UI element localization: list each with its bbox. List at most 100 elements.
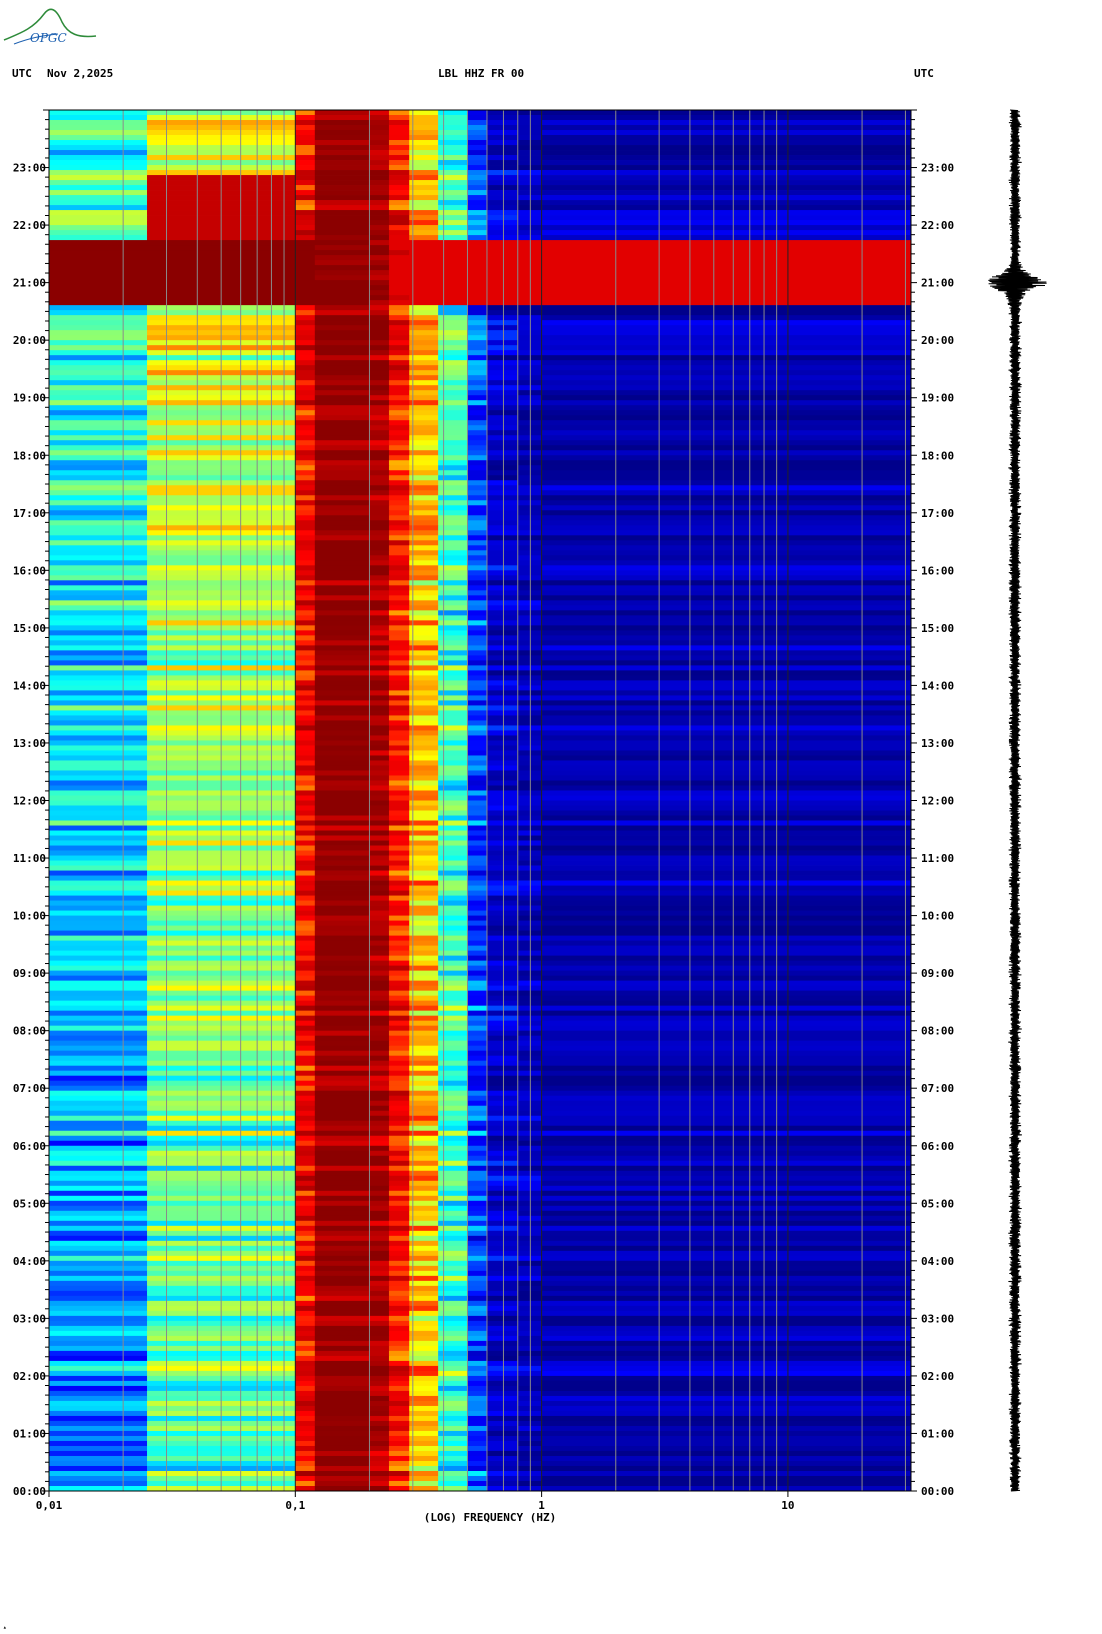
heatmap-cell [409, 645, 439, 651]
heatmap-cell [388, 460, 410, 466]
heatmap-cell [467, 330, 488, 336]
heatmap-cell [409, 1305, 439, 1312]
y-tick-label: 14:00 [13, 679, 46, 692]
heatmap-cell [49, 1065, 148, 1072]
heatmap-cell [486, 180, 519, 186]
heatmap-cell [388, 720, 410, 726]
heatmap-cell [314, 1260, 370, 1267]
heatmap-cell [541, 405, 912, 411]
heatmap-cell [541, 830, 912, 836]
heatmap-cell [388, 1205, 410, 1212]
heatmap-cell [369, 415, 390, 421]
heatmap-cell [438, 1300, 468, 1307]
heatmap-cell [409, 115, 439, 121]
heatmap-cell [438, 225, 468, 231]
heatmap-cell [388, 400, 410, 406]
heatmap-cell [438, 400, 468, 406]
heatmap-cell [438, 1465, 468, 1472]
heatmap-cell [438, 705, 468, 711]
heatmap-cell [369, 245, 390, 251]
heatmap-cell [541, 1470, 912, 1477]
heatmap-cell [369, 590, 390, 596]
heatmap-cell [388, 740, 410, 746]
heatmap-cell [409, 160, 439, 166]
heatmap-cell [467, 900, 488, 906]
heatmap-cell [49, 1350, 148, 1357]
heatmap-cell [369, 575, 390, 581]
heatmap-cell [409, 1480, 439, 1487]
heatmap-cell [314, 1330, 370, 1337]
heatmap-cell [541, 200, 912, 206]
heatmap-cell [438, 165, 468, 171]
heatmap-cell [314, 1125, 370, 1132]
heatmap-cell [369, 895, 390, 901]
heatmap-cell [486, 530, 519, 536]
heatmap-cell [49, 430, 148, 436]
heatmap-cell [369, 1325, 390, 1332]
heatmap-cell [409, 490, 439, 496]
heatmap-cell [388, 1050, 410, 1057]
heatmap-cell [486, 955, 519, 962]
heatmap-cell [541, 420, 912, 426]
heatmap-cell [541, 1205, 912, 1212]
heatmap-cell [388, 1486, 410, 1492]
heatmap-cell [467, 690, 488, 696]
heatmap-cell [486, 240, 519, 246]
heatmap-cell [541, 1475, 912, 1482]
heatmap-cell [49, 940, 148, 946]
heatmap-cell [486, 1295, 519, 1302]
heatmap-cell [438, 280, 468, 286]
heatmap-cell [438, 455, 468, 461]
heatmap-cell [295, 335, 316, 341]
heatmap-cell [486, 1345, 519, 1352]
heatmap-cell [49, 595, 148, 601]
heatmap-cell [295, 805, 316, 811]
heatmap-cell [295, 365, 316, 371]
heatmap-cell [388, 410, 410, 416]
heatmap-cell [49, 1375, 148, 1382]
heatmap-cell [486, 850, 519, 856]
heatmap-cell [49, 1450, 148, 1457]
heatmap-cell [388, 360, 410, 366]
heatmap-cell [49, 540, 148, 546]
heatmap-cell [314, 530, 370, 536]
heatmap-cell [486, 1110, 519, 1117]
heatmap-cell [438, 940, 468, 946]
heatmap-cell [541, 1180, 912, 1187]
heatmap-cell [467, 1155, 488, 1162]
heatmap-cell [467, 1085, 488, 1092]
heatmap-cell [314, 740, 370, 746]
heatmap-cell [486, 430, 519, 436]
heatmap-cell [409, 790, 439, 796]
heatmap-cell [541, 280, 912, 286]
heatmap-cell [541, 1325, 912, 1332]
heatmap-cell [388, 1040, 410, 1047]
heatmap-cell [486, 695, 519, 701]
heatmap-cell [409, 1095, 439, 1102]
heatmap-cell [295, 265, 316, 271]
heatmap-cell [486, 490, 519, 496]
heatmap-cell [49, 1285, 148, 1292]
heatmap-cell [541, 550, 912, 556]
heatmap-cell [314, 440, 370, 446]
heatmap-cell [541, 1125, 912, 1132]
heatmap-cell [295, 760, 316, 766]
heatmap-cell [388, 870, 410, 876]
heatmap-cell [369, 965, 390, 972]
heatmap-cell [314, 435, 370, 441]
heatmap-cell [314, 370, 370, 376]
heatmap-cell [541, 150, 912, 156]
heatmap-cell [369, 740, 390, 746]
heatmap-cell [369, 1135, 390, 1142]
heatmap-cell [409, 225, 439, 231]
heatmap-cell [369, 620, 390, 626]
heatmap-cell [486, 1170, 519, 1177]
heatmap-cell [438, 1395, 468, 1402]
heatmap-cell [369, 130, 390, 136]
heatmap-cell [486, 575, 519, 581]
heatmap-cell [541, 1480, 912, 1487]
heatmap-cell [438, 725, 468, 731]
heatmap-cell [541, 715, 912, 721]
heatmap-cell [369, 425, 390, 431]
header-left-tz: UTC [12, 67, 32, 80]
